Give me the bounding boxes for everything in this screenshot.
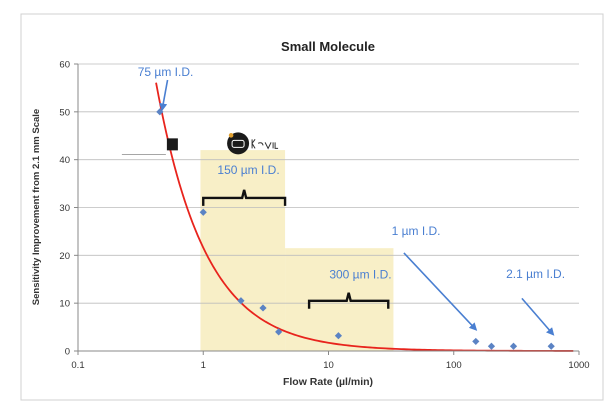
ionkey-logo-dot (229, 133, 234, 138)
y-tick-label: 40 (59, 155, 70, 166)
x-tick-label: 1000 (568, 360, 589, 371)
x-axis-label: Flow Rate (µl/min) (283, 376, 373, 388)
annotation-label: 150 µm I.D. (217, 163, 279, 177)
x-tick-label: 100 (446, 360, 462, 371)
annotation-label: 2.1 µm I.D. (506, 267, 565, 281)
y-tick-label: 20 (59, 251, 70, 262)
y-tick-label: 10 (59, 299, 70, 310)
acquity-logo-badge (167, 138, 178, 150)
y-tick-label: 60 (59, 60, 70, 71)
y-axis-label: Sensitivity Improvement from 2.1 mm Scal… (31, 109, 42, 305)
shaded-region-0 (200, 150, 285, 351)
y-tick-label: 30 (59, 203, 70, 214)
chart-title: Small Molecule (281, 39, 375, 54)
annotation-label: 300 µm I.D. (329, 267, 391, 281)
y-tick-label: 50 (59, 107, 70, 118)
annotation-label: 1 µm I.D. (392, 224, 441, 238)
x-tick-label: 10 (323, 360, 334, 371)
annotation-label: 75 µm I.D. (138, 65, 194, 79)
x-tick-label: 0.1 (71, 360, 84, 371)
y-tick-label: 0 (65, 347, 70, 358)
x-tick-label: 1 (201, 360, 206, 371)
